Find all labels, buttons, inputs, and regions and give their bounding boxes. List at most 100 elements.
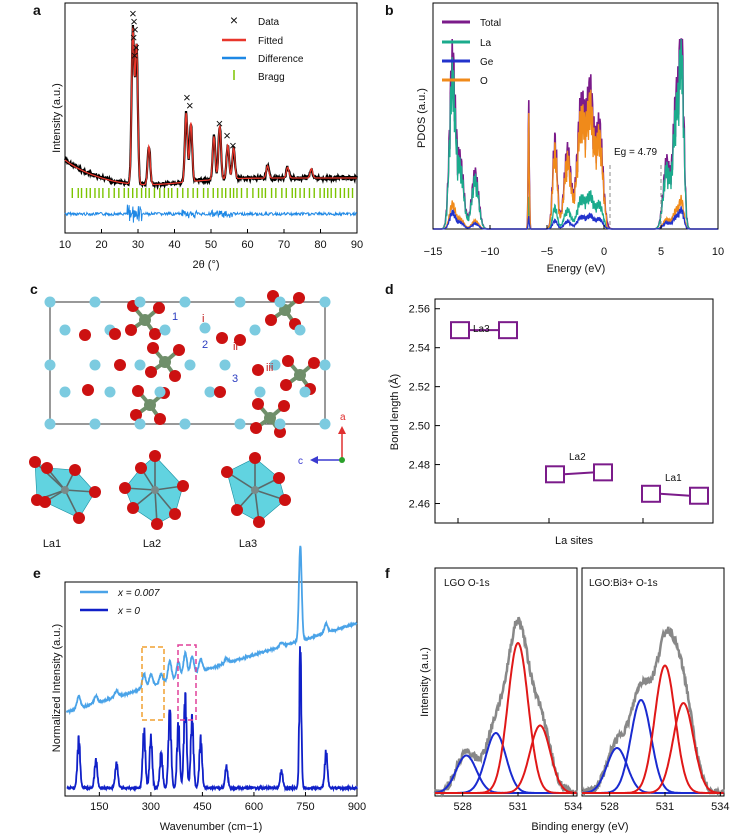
lanthanum-atom <box>134 418 146 430</box>
raman-frame <box>64 581 358 797</box>
lanthanum-atom <box>89 418 101 430</box>
bond-marker <box>689 486 709 505</box>
lanthanum-center <box>251 486 259 494</box>
y-tick-label: 2.52 <box>409 382 430 394</box>
xrd-legend: × Data Fitted Difference Bragg <box>222 12 304 83</box>
pdos-chart: Eg = 4.79 −15 −10 −5 0 5 10 Energy (eV) PDOS … <box>416 2 724 275</box>
site-roman-i: i <box>202 313 204 325</box>
lanthanum-atom <box>319 296 331 308</box>
legend-label-data: Data <box>258 17 280 28</box>
lanthanum-atom <box>179 296 191 308</box>
polyhedron-label-la2: La2 <box>143 538 161 550</box>
lanthanum-atom <box>319 359 331 371</box>
xps-envelope <box>580 626 725 798</box>
x-tick-label: 5 <box>658 246 664 258</box>
x-tick-label: 0 <box>601 246 607 258</box>
lanthanum-atom <box>319 418 331 430</box>
oxygen-atom <box>278 400 290 412</box>
legend-label-o: O <box>480 76 488 87</box>
xrd-difference-trace <box>64 204 358 223</box>
lanthanum-center <box>61 486 69 494</box>
oxygen-atom <box>169 370 181 382</box>
lanthanum-atom <box>59 386 71 398</box>
lanthanum-atom <box>184 359 196 371</box>
oxygen-vertex <box>249 452 261 464</box>
bond-y-label: Bond length (Å) <box>388 374 401 450</box>
site-number-2: 2 <box>202 339 208 351</box>
axis-c-label: c <box>298 456 303 467</box>
raman-chart: 150 300 450 600 750 900 Wavenumber (cm−1) Nor… <box>51 545 366 833</box>
oxygen-vertex <box>119 482 131 494</box>
bond-label-la3: La3 <box>473 324 490 335</box>
xps-component <box>582 702 724 794</box>
lanthanum-atom <box>159 324 171 336</box>
lanthanum-atom <box>254 386 266 398</box>
oxygen-atom <box>274 426 286 438</box>
germanium-atom <box>264 412 276 424</box>
legend-label-total: Total <box>480 18 501 29</box>
x-tick-label: 60 <box>241 239 253 251</box>
bond-markers <box>450 321 709 505</box>
x-tick-label: 90 <box>351 239 363 251</box>
highlight-box-pink <box>177 644 197 721</box>
bond-label-la1: La1 <box>665 473 682 484</box>
oxygen-atom <box>216 332 228 344</box>
data-cross-marker: × <box>229 138 237 153</box>
oxygen-atom <box>234 334 246 346</box>
oxygen-atom <box>173 344 185 356</box>
unit-cell-atoms <box>44 290 331 438</box>
lanthanum-atom <box>44 418 56 430</box>
oxygen-atom <box>109 328 121 340</box>
xps-right-traces <box>580 626 725 798</box>
x-tick-label: 70 <box>278 239 290 251</box>
x-tick-label: 750 <box>296 801 314 813</box>
x-tick-label: 450 <box>193 801 211 813</box>
oxygen-vertex <box>31 494 43 506</box>
la2-polyhedron <box>119 450 189 530</box>
bond-marker <box>641 484 661 503</box>
pdos-frame <box>432 2 719 230</box>
x-tick-label: 528 <box>453 801 471 813</box>
axis-a-label: a <box>340 412 346 423</box>
data-cross-marker: × <box>186 98 194 113</box>
axis-origin <box>339 457 345 463</box>
oxygen-vertex <box>231 504 243 516</box>
xps-title-right: LGO:Bi3+ O-1s <box>589 578 658 589</box>
site-number-1: 1 <box>172 311 178 323</box>
raman-y-label: Normalized Intensity (a.u.) <box>51 624 63 752</box>
raman-trace-x0 <box>66 646 358 793</box>
germanium-atom <box>294 369 306 381</box>
bond-marker <box>498 321 518 340</box>
x-tick-label: −15 <box>424 246 443 258</box>
oxygen-vertex <box>73 512 85 524</box>
site-number-3: 3 <box>232 373 238 385</box>
oxygen-atom <box>252 398 264 410</box>
oxygen-atom <box>265 314 277 326</box>
lanthanum-atom <box>219 359 231 371</box>
xrd-fitted-trace <box>64 26 357 186</box>
bond-marker <box>593 463 613 482</box>
lanthanum-atom <box>274 418 286 430</box>
y-tick-label: 2.46 <box>409 499 430 511</box>
oxygen-vertex <box>89 486 101 498</box>
lanthanum-atom <box>234 296 246 308</box>
xps-frame-right <box>581 567 725 797</box>
panel-label-a: a <box>33 2 41 18</box>
x-tick-label: 534 <box>711 801 729 813</box>
xps-title-left: LGO O-1s <box>444 578 490 589</box>
oxygen-vertex <box>221 466 233 478</box>
axis-c-arrowhead <box>310 456 318 464</box>
legend-label-fitted: Fitted <box>258 36 283 47</box>
legend-label-x0: x = 0 <box>117 606 140 617</box>
xrd-data-trace <box>63 24 358 191</box>
lanthanum-atom <box>154 386 166 398</box>
oxygen-vertex <box>29 456 41 468</box>
xps-frame-left <box>434 567 578 797</box>
bond-marker <box>545 465 565 484</box>
lanthanum-atom <box>274 296 286 308</box>
lanthanum-atom <box>199 322 211 334</box>
band-gap-annotation: Eg = 4.79 <box>614 147 658 158</box>
oxygen-atom <box>280 379 292 391</box>
oxygen-atom <box>252 364 264 376</box>
xrd-y-label: Intensity (a.u.) <box>51 83 63 153</box>
